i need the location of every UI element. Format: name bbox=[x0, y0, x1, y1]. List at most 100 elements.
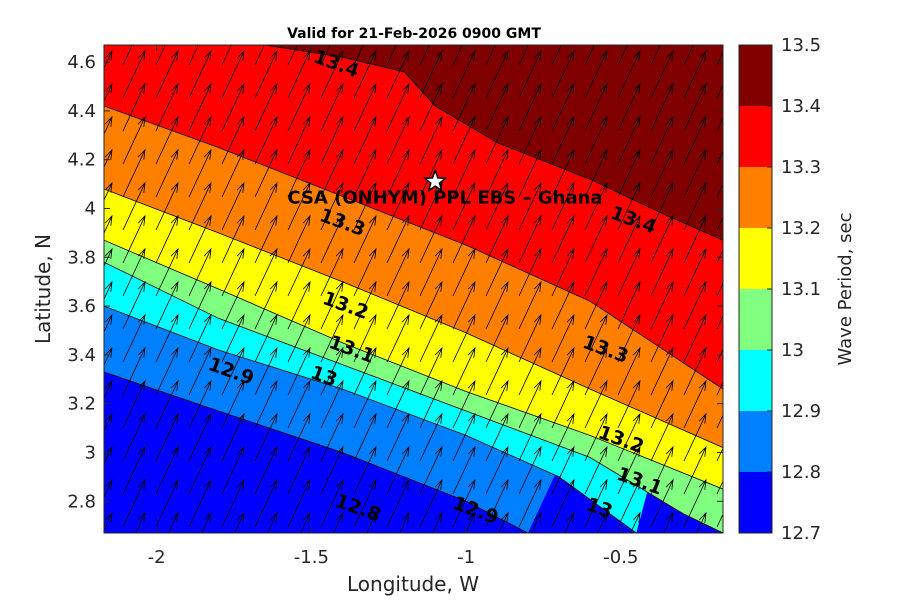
wave-arrow bbox=[650, 49, 674, 99]
wave-arrow bbox=[353, 82, 377, 132]
wave-arrow bbox=[683, 313, 707, 363]
wave-arrow bbox=[122, 247, 146, 297]
wave-arrow bbox=[188, 82, 212, 132]
wave-arrow bbox=[419, 280, 443, 330]
site-marker: CSA (ONHYM) PPL EBS – Ghana bbox=[287, 168, 603, 209]
wave-arrow bbox=[320, 445, 344, 495]
wave-arrow bbox=[650, 280, 674, 330]
colorbar-block bbox=[739, 472, 772, 533]
wave-arrow bbox=[254, 148, 278, 198]
contour-bands bbox=[104, 45, 723, 533]
wave-arrow bbox=[353, 115, 377, 165]
wave-arrow bbox=[518, 478, 542, 528]
wave-arrow bbox=[650, 45, 661, 66]
wave-arrow bbox=[122, 49, 146, 99]
wave-arrow bbox=[452, 214, 476, 264]
wave-arrow bbox=[518, 280, 542, 330]
wave-arrow bbox=[485, 181, 509, 231]
wave-arrow bbox=[353, 313, 377, 363]
wave-arrow bbox=[518, 313, 542, 363]
wave-arrow bbox=[564, 511, 575, 533]
wave-arrow bbox=[584, 82, 608, 132]
wave-arrow bbox=[419, 214, 443, 264]
wave-arrow bbox=[584, 45, 595, 66]
wave-arrow bbox=[155, 247, 179, 297]
wave-arrow bbox=[584, 280, 608, 330]
wave-arrow bbox=[254, 379, 278, 429]
wave-arrow bbox=[155, 313, 179, 363]
wave-arrow bbox=[683, 115, 707, 165]
wave-arrow bbox=[617, 247, 641, 297]
wave-arrow bbox=[386, 445, 410, 495]
wave-arrow bbox=[386, 379, 410, 429]
wave-arrow bbox=[254, 478, 278, 528]
wave-arrow bbox=[419, 313, 443, 363]
wave-arrow bbox=[254, 247, 278, 297]
wave-arrow bbox=[518, 45, 529, 66]
wave-arrow bbox=[683, 412, 707, 462]
wave-arrow bbox=[122, 280, 146, 330]
wave-arrow bbox=[320, 82, 344, 132]
y-tick-label: 4.6 bbox=[67, 52, 96, 73]
wave-arrow bbox=[386, 148, 410, 198]
wave-arrow bbox=[518, 379, 542, 429]
wave-arrow bbox=[287, 280, 311, 330]
wave-arrow bbox=[452, 313, 476, 363]
wave-arrow bbox=[188, 148, 212, 198]
wave-arrow bbox=[188, 115, 212, 165]
wave-arrow bbox=[465, 511, 476, 533]
wave-arrow bbox=[551, 82, 575, 132]
wave-arrow bbox=[419, 115, 443, 165]
wave-arrow bbox=[531, 511, 542, 533]
wave-arrow bbox=[716, 414, 723, 429]
wave-arrow bbox=[452, 148, 476, 198]
wave-arrow bbox=[518, 346, 542, 396]
wave-arrow bbox=[122, 214, 146, 264]
wave-arrow bbox=[287, 313, 311, 363]
wave-arrow bbox=[485, 445, 509, 495]
wave-arrow bbox=[498, 511, 509, 533]
wave-arrow bbox=[716, 150, 723, 165]
y-tick-label: 4.4 bbox=[67, 101, 96, 122]
wave-arrow bbox=[353, 379, 377, 429]
wave-arrow bbox=[551, 346, 575, 396]
wave-direction-arrows bbox=[104, 45, 723, 533]
wave-arrow bbox=[485, 478, 509, 528]
contour-line-12-9 bbox=[104, 305, 637, 533]
wave-arrow bbox=[485, 379, 509, 429]
wave-arrow bbox=[254, 313, 278, 363]
wave-arrow bbox=[254, 412, 278, 462]
wave-arrow bbox=[221, 45, 232, 66]
colorbar-tick-label: 13 bbox=[781, 340, 804, 361]
wave-arrow bbox=[597, 511, 608, 533]
wave-arrow bbox=[104, 181, 113, 201]
wave-arrow bbox=[518, 412, 542, 462]
wave-arrow bbox=[650, 445, 674, 495]
wave-arrow bbox=[716, 513, 723, 528]
band-above-13-4 bbox=[264, 45, 723, 241]
wave-arrow bbox=[168, 511, 179, 533]
wave-arrow bbox=[485, 313, 509, 363]
wave-arrow bbox=[386, 247, 410, 297]
wave-arrow bbox=[551, 412, 575, 462]
wave-arrow bbox=[419, 478, 443, 528]
wave-arrow bbox=[188, 412, 212, 462]
wave-arrow bbox=[584, 148, 608, 198]
wave-arrow bbox=[122, 412, 146, 462]
y-axis-label: Latitude, N bbox=[31, 234, 55, 344]
wave-arrow bbox=[518, 148, 542, 198]
wave-arrow bbox=[386, 313, 410, 363]
wave-arrow bbox=[221, 214, 245, 264]
colorbar-block bbox=[739, 289, 772, 350]
wave-arrow bbox=[551, 45, 562, 66]
wave-arrow bbox=[386, 45, 397, 66]
wave-arrow bbox=[122, 313, 146, 363]
wave-arrow bbox=[221, 412, 245, 462]
wave-arrow bbox=[122, 181, 146, 231]
wave-arrow bbox=[320, 214, 344, 264]
wave-arrow bbox=[254, 214, 278, 264]
wave-arrow bbox=[353, 214, 377, 264]
wave-arrow bbox=[122, 346, 146, 396]
colorbar-tick-label: 12.8 bbox=[781, 462, 821, 483]
wave-arrow bbox=[617, 214, 641, 264]
